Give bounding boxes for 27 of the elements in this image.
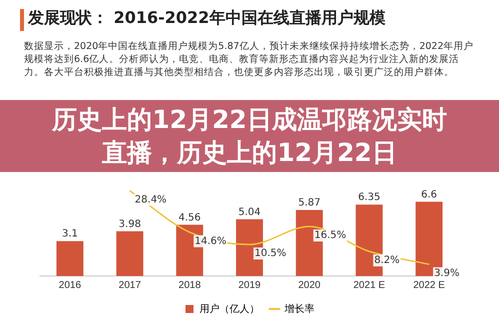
data-label: 4.56 [178,212,201,224]
legend-label: 增长率 [284,302,314,315]
data-label: 28.4% [134,194,167,206]
x-tick-label: 2022 E [413,280,446,291]
data-label: 6.6 [421,189,438,200]
x-tick-label: 2021 E [353,280,386,291]
data-label: 8.2% [374,254,400,266]
x-tick-label: 2019 [238,280,262,291]
data-label: 14.6% [194,236,226,247]
data-label: 6.35 [358,192,380,204]
data-label: 3.98 [118,218,141,230]
bar [116,231,144,276]
x-tick-label: 2017 [118,280,142,291]
data-label: 10.5% [254,248,286,260]
bar [56,241,84,276]
data-label: 3.1 [62,228,78,240]
text: 历史上的12月22日成温邛路况实时直播，历史上的12月22日 [0,103,499,169]
x-tick-label: 2016 [58,280,82,291]
chart-subtitle: 数据显示，2020年中国在线直播用户规模为5.87亿人，预计未来继续保持持续增长态势，2022年用户规模将达到6.6亿人。分析师认为，电竞、电商、教育等新形态直播内容兴起为行业注入新的发展活力。各大平台积极推进直播与其他类型相结合，也使更多内容形态出现，吸引更广泛的用户群体。 [24,40,475,79]
chart-title: 发展现状： 2016-2022年中国在线直播用户规模 [28,8,386,29]
data-label: 5.87 [298,198,320,209]
data-label: 16.5% [314,230,346,242]
data-label: 3.9% [434,268,460,279]
x-tick-label: 2018 [178,280,202,291]
legend-label: 用户（亿人） [200,302,260,315]
data-label: 5.04 [238,206,261,218]
x-tick-label: 2020 [298,280,321,291]
